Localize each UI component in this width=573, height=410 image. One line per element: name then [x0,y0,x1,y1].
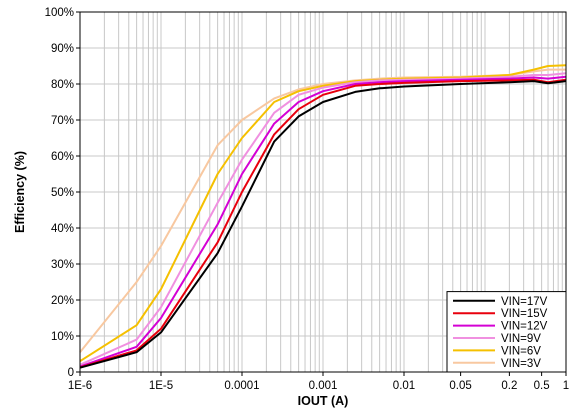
y-axis-title: Efficiency (%) [13,151,27,233]
y-tick-label: 10% [51,331,74,343]
series-layer [79,64,567,369]
legend-label: VIN=17V [501,296,548,308]
legend-label: VIN=12V [501,321,548,333]
y-tick-label: 90% [51,43,74,55]
series-line-vin-6v [79,64,567,363]
y-tick-label: 80% [51,79,74,91]
series-line-vin-9v [79,72,567,366]
x-tick-label: 1E-6 [68,380,92,392]
y-tick-label: 70% [51,115,74,127]
x-tick-label: 0.2 [501,380,517,392]
x-tick-label: 0.01 [393,380,415,392]
x-tick-label: 0.5 [534,380,550,392]
y-axis-ticks: 0 10% 20% 30% 40% 50% 60% 70% 80% 90% 100% [45,7,80,379]
series-line-vin-12v [79,75,567,368]
x-tick-label: 1 [563,380,569,392]
x-tick-label: 0.05 [449,380,471,392]
series-line-vin-17v [79,80,567,369]
legend-label: VIN=15V [501,308,548,320]
y-tick-label: 50% [51,187,74,199]
x-axis-ticks: 1E-6 1E-5 0.0001 0.001 0.01 0.05 0.2 0.5 1 [68,372,569,392]
y-tick-label: 100% [45,7,74,19]
x-tick-label: 1E-5 [149,380,173,392]
series-line-vin-15v [79,78,567,369]
x-tick-label: 0.0001 [224,380,259,392]
legend-box [446,291,567,373]
x-tick-label: 0.001 [309,380,338,392]
y-tick-label: 40% [51,223,74,235]
legend-label: VIN=9V [501,333,541,345]
legend-label: VIN=3V [501,358,541,370]
y-tick-label: 30% [51,259,74,271]
x-axis-title: IOUT (A) [298,394,349,408]
y-tick-label: 20% [51,295,74,307]
y-tick-label: 0 [68,367,74,379]
legend-label: VIN=6V [501,345,541,357]
y-tick-label: 60% [51,151,74,163]
